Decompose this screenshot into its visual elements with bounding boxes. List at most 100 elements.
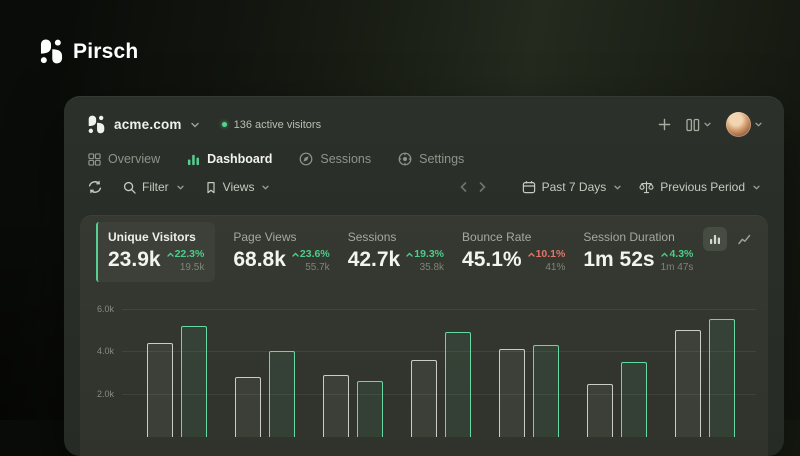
comparison-picker[interactable]: Previous Period	[639, 180, 760, 194]
stat-previous: 55.7k	[305, 261, 330, 273]
stat-label: Page Views	[233, 230, 297, 244]
chevron-down-icon	[614, 185, 621, 190]
stat-value: 45.1%	[462, 248, 522, 271]
views-label: Views	[222, 180, 255, 194]
chart-bar-current_period	[357, 381, 383, 437]
filter-button[interactable]: Filter	[123, 180, 184, 194]
add-button[interactable]	[658, 118, 671, 131]
trend-up-icon	[292, 252, 299, 257]
y-axis-label: 6.0k	[96, 303, 114, 314]
date-range-label: Past 7 Days	[541, 180, 607, 194]
stat-session-duration[interactable]: Session Duration 1m 52s 4.3% 1m 47s	[583, 230, 693, 273]
chevron-down-icon[interactable]	[190, 122, 199, 128]
stat-page-views[interactable]: Page Views 68.8k 23.6% 55.7k	[233, 230, 329, 273]
chevron-down-icon	[177, 185, 184, 190]
scale-icon	[639, 180, 654, 194]
chart-bar-previous_period	[147, 342, 173, 437]
stat-previous: 1m 47s	[660, 261, 694, 273]
calendar-icon	[522, 180, 536, 194]
tab-label: Settings	[419, 152, 465, 166]
stat-value: 23.9k	[108, 248, 161, 271]
stat-value: 42.7k	[347, 248, 401, 271]
metrics-panel: Unique Visitors 23.9k 22.3% 19.5k Page V…	[80, 215, 768, 456]
app-logo: Pirsch	[40, 39, 138, 64]
stat-previous: 35.8k	[419, 261, 445, 273]
stat-previous: 19.5k	[179, 261, 205, 273]
site-selector[interactable]: acme.com	[114, 117, 182, 132]
date-range-picker[interactable]: Past 7 Days	[522, 180, 622, 194]
chevron-right-icon[interactable]	[479, 182, 486, 192]
stat-change: 23.6%	[299, 248, 330, 260]
stat-label: Bounce Rate	[462, 230, 532, 244]
refresh-button[interactable]	[88, 180, 102, 194]
tab-settings[interactable]: Settings	[398, 152, 464, 166]
chart-bar-previous_period	[499, 349, 525, 437]
account-menu[interactable]	[726, 112, 762, 137]
stat-change: 22.3%	[174, 248, 205, 260]
stat-change: 19.3%	[414, 248, 445, 260]
toolbar: Filter Views	[64, 180, 784, 194]
y-axis-label: 2.0k	[96, 389, 114, 400]
tab-label: Sessions	[320, 152, 372, 166]
chevron-down-icon	[753, 185, 760, 190]
gridline	[122, 351, 756, 353]
search-icon	[123, 181, 136, 194]
chevron-down-icon	[704, 122, 711, 127]
bookmark-icon	[205, 181, 217, 194]
comparison-label: Previous Period	[660, 180, 745, 194]
stat-bounce-rate[interactable]: Bounce Rate 45.1% 10.1% 41%	[462, 230, 565, 273]
tab-label: Overview	[108, 152, 161, 166]
stat-value: 1m 52s	[583, 248, 655, 271]
views-button[interactable]: Views	[205, 180, 270, 194]
tab-overview[interactable]: Overview	[88, 152, 160, 166]
chart-bar-current_period	[269, 351, 295, 437]
line-chart-toggle-icon[interactable]	[732, 227, 756, 251]
chart-bar-previous_period	[411, 359, 437, 437]
chevron-down-icon	[262, 185, 270, 190]
brand-name: Pirsch	[73, 39, 139, 63]
bar-chart-toggle-icon[interactable]	[703, 227, 727, 251]
chart-bar-previous_period	[235, 377, 261, 437]
bar-chart-icon	[187, 153, 200, 166]
y-axis-label: 4.0k	[96, 346, 114, 357]
chart-bar-current_period	[621, 362, 647, 437]
chart-type-toggles	[703, 227, 756, 251]
stat-change: 10.1%	[535, 248, 566, 260]
stat-label: Unique Visitors	[108, 230, 196, 244]
layout-picker-button[interactable]	[686, 118, 711, 132]
pirsch-logo-icon	[40, 39, 63, 64]
grid-icon	[88, 152, 101, 166]
active-visitors: 136 active visitors	[221, 118, 322, 131]
gridline	[122, 394, 756, 396]
chart-bar-previous_period	[587, 383, 613, 437]
trend-up-icon	[527, 252, 535, 257]
chart-bar-current_period	[533, 344, 559, 437]
gridline	[122, 308, 756, 310]
active-visitors-dot	[221, 122, 227, 127]
stat-previous: 41%	[545, 261, 566, 273]
chart-bar-previous_period	[323, 374, 349, 437]
stat-sessions[interactable]: Sessions 42.7k 19.3% 35.8k	[348, 230, 444, 273]
trend-up-icon	[166, 252, 174, 257]
active-visitors-label: 136 active visitors	[233, 118, 322, 131]
stat-change: 4.3%	[669, 248, 694, 260]
trend-up-icon	[406, 252, 413, 257]
chart-bar-current_period	[181, 325, 207, 437]
stat-label: Session Duration	[583, 230, 675, 244]
bar-chart: 2.0k 4.0k 6.0k	[80, 295, 768, 456]
chevron-left-icon[interactable]	[459, 182, 467, 192]
tab-label: Dashboard	[207, 152, 273, 166]
tab-sessions[interactable]: Sessions	[299, 152, 371, 166]
filter-label: Filter	[142, 180, 169, 194]
main-nav: Overview Dashboard Sessions Settings	[64, 152, 784, 166]
avatar[interactable]	[726, 112, 751, 137]
pirsch-mark-icon	[88, 115, 105, 134]
stat-label: Sessions	[347, 230, 397, 244]
chart-bar-current_period	[445, 332, 471, 437]
gear-icon	[398, 152, 412, 166]
chevron-down-icon	[755, 122, 762, 127]
dashboard-card: acme.com 136 active visitors	[64, 96, 784, 456]
chart-bar-previous_period	[675, 330, 701, 437]
tab-dashboard[interactable]: Dashboard	[187, 152, 272, 166]
stat-unique-visitors[interactable]: Unique Visitors 23.9k 22.3% 19.5k	[96, 222, 216, 282]
